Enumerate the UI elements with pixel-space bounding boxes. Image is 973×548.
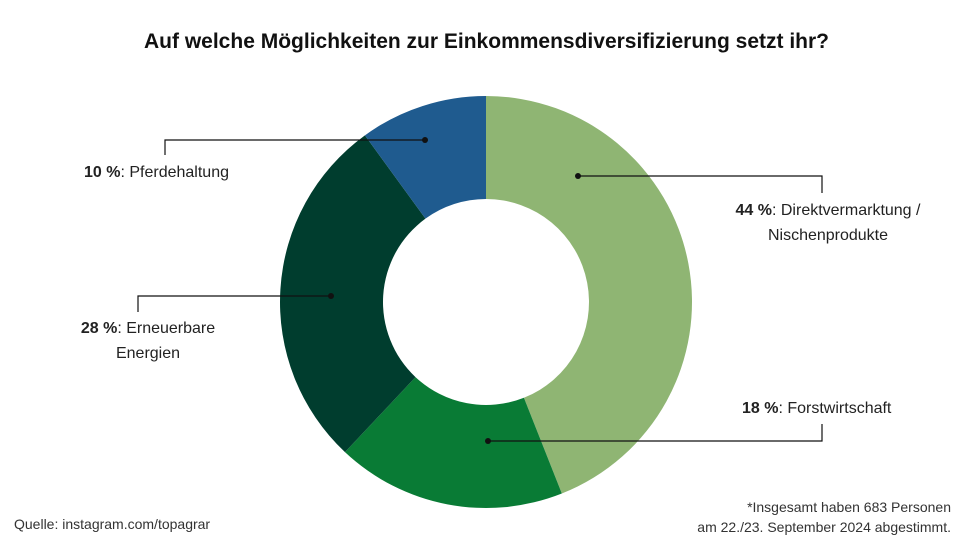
slice-pferdehaltung [364, 96, 486, 219]
leader-line-erneuerbar [137, 295, 331, 312]
footnote-line1: *Insgesamt haben 683 Personen [747, 499, 951, 515]
label-direktvermarktung: 44 %: Direktvermarktung / Nischenprodukt… [716, 198, 940, 248]
label-forstwirtschaft-text: : Forstwirtschaft [778, 400, 892, 417]
leader-dot-forst [485, 438, 491, 444]
label-erneuerbare-pct: 28 % [80, 320, 118, 337]
source-text: Quelle: instagram.com/topagrar [14, 516, 211, 532]
label-pferdehaltung: 10 %: Pferdehaltung [84, 160, 229, 185]
footnote: *Insgesamt haben 683 Personen am 22./23.… [697, 497, 951, 537]
slice-erneuerbare-energien [280, 135, 426, 453]
slice-forstwirtschaft [344, 377, 562, 508]
slice-direktvermarktung [486, 96, 693, 494]
label-erneuerbare-energien: 28 %: Erneuerbare Energien [68, 316, 228, 366]
label-direktvermarktung-text2: Nischenprodukte [767, 227, 889, 244]
label-direktvermarktung-text: : Direktvermarktung / [771, 202, 921, 219]
label-erneuerbare-text2: Energien [115, 345, 181, 362]
leader-line-forst [488, 424, 823, 442]
leader-line-pferde [164, 139, 425, 155]
label-erneuerbare-text: : Erneuerbare [117, 320, 216, 337]
leader-dot-direkt [575, 173, 581, 179]
label-forstwirtschaft: 18 %: Forstwirtschaft [742, 396, 891, 421]
footnote-line2: am 22./23. September 2024 abgestimmt. [697, 519, 951, 535]
label-direktvermarktung-pct: 44 % [735, 202, 772, 219]
label-pferdehaltung-pct: 10 % [84, 164, 121, 181]
leader-dot-pferde [422, 137, 428, 143]
leader-dot-erneuerbar [328, 293, 334, 299]
label-pferdehaltung-text: : Pferdehaltung [120, 164, 229, 181]
chart-title: Auf welche Möglichkeiten zur Einkommensd… [144, 30, 829, 53]
label-forstwirtschaft-pct: 18 % [742, 400, 779, 417]
leader-line-direkt [578, 175, 823, 193]
